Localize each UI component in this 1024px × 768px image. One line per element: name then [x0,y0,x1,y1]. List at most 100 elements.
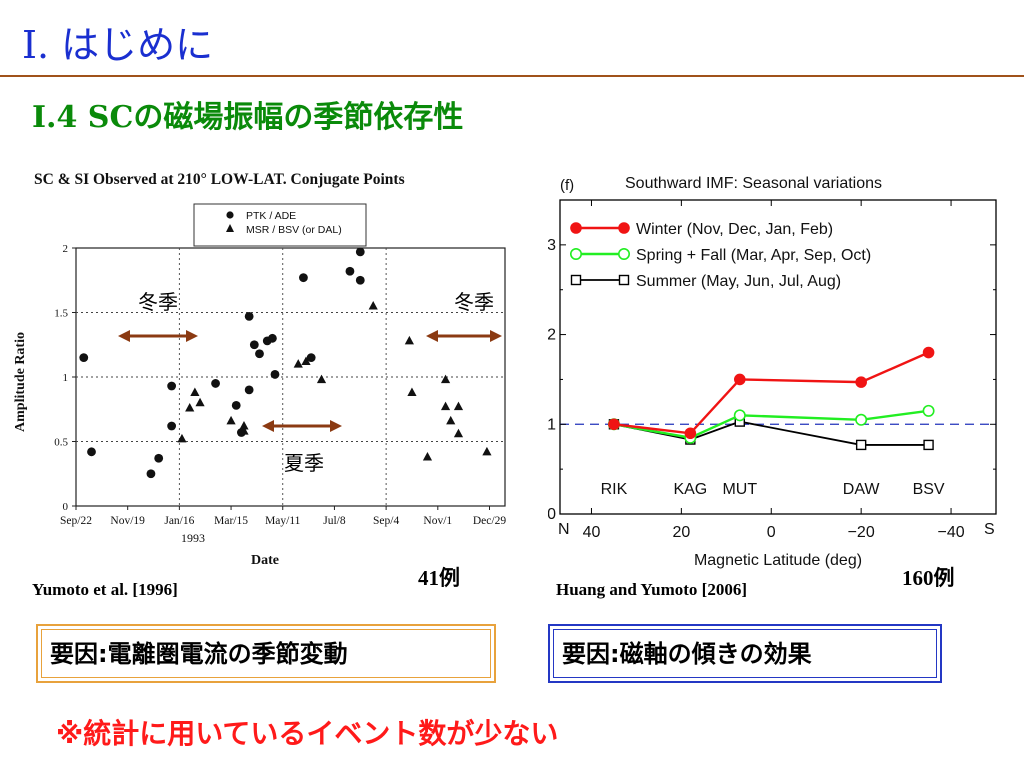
left-chart-point-triangle [446,415,456,425]
right-chart-point-open-square [855,439,867,451]
right-chart-x-tick-label: −20 [848,524,875,541]
left-chart-point-circle [270,370,280,379]
left-legend-label: PTK / ADE [246,210,296,222]
left-chart-x-tick-label: Dec/29 [473,515,506,527]
left-chart-x-tick-label: Sep/22 [60,515,92,527]
left-chart-point-triangle [301,356,311,366]
left-cause-box: 要因:電離圏電流の季節変動 [36,624,496,683]
left-chart-point-triangle [195,397,205,407]
left-chart-point-circle [299,273,308,283]
slide-title: I. はじめに [22,23,214,67]
left-chart-point-triangle [177,433,187,443]
left-scatter-chart: SC & SI Observed at 210° LOW-LAT. Conjug… [13,171,506,568]
left-chart-point-circle [211,379,220,388]
right-chart-station-label: KAG [673,481,707,498]
right-line-chart: (f) Southward IMF: Seasonal variations 0… [548,175,997,569]
right-chart-point-filled-circle [618,222,630,234]
left-chart-x-axis-label: Date [251,553,279,568]
left-chart-point-triangle [440,401,451,411]
right-chart-point-open-circle [733,409,746,422]
left-chart-point-circle [355,247,365,257]
left-chart-point-triangle [453,428,464,438]
left-event-count: 41例 [418,566,460,590]
right-chart-x-tick-label: 40 [583,524,601,541]
right-chart-frame [559,199,997,515]
sample-size-note: ※統計に用いているイベント数が少ない [56,717,559,750]
slide-subtitle: I.4 SCの磁場振幅の季節依存性 [32,100,464,135]
right-chart-point-filled-circle [922,346,935,359]
left-chart-title: SC & SI Observed at 210° LOW-LAT. Conjug… [34,171,405,188]
right-chart-x-axis-label: Magnetic Latitude (deg) [694,552,862,569]
winter-arrow-left [118,330,198,342]
left-chart-year-label: 1993 [181,531,205,545]
left-chart-point-circle [345,266,355,276]
right-chart-station-label: MUT [722,481,757,498]
right-chart-x-tick-label: 0 [767,524,776,541]
right-chart-title: Southward IMF: Seasonal variations [625,175,882,192]
right-chart-station-label: DAW [843,481,881,498]
right-chart-y-tick-label: 3 [548,237,556,254]
left-chart-point-triangle [190,387,200,396]
right-chart-point-open-square [923,439,934,451]
left-chart-y-axis-label: Amplitude Ratio [13,332,28,432]
left-chart-point-triangle [368,301,378,310]
left-chart-x-tick-label: Jul/8 [323,515,346,527]
right-chart-y-tick-label: 2 [548,327,556,344]
right-chart-series-line [613,351,930,435]
left-chart-point-triangle [404,335,414,345]
left-chart-point-circle [255,349,264,359]
right-chart-station-label: RIK [601,481,628,498]
left-chart-x-tick-label: Nov/19 [110,515,145,527]
right-chart-panel-label: (f) [560,177,574,194]
left-chart-y-tick-label: 1.5 [54,308,68,320]
right-cause-box: 要因:磁軸の傾きの効果 [548,624,942,683]
left-chart-y-tick-label: 0 [63,501,69,513]
right-legend-label: Winter (Nov, Dec, Jan, Feb) [636,221,833,238]
right-chart-point-open-square [618,274,630,286]
right-chart-point-open-circle [618,248,631,261]
left-chart-point-triangle [316,374,327,384]
right-chart-point-open-square [570,274,582,286]
right-chart-point-filled-circle [570,222,582,234]
left-chart-point-circle [79,353,89,363]
right-chart-x-tick-label: −40 [937,524,964,541]
summer-label: 夏季 [284,452,324,475]
left-chart-legend: PTK / ADE MSR / BSV (or DAL) [193,203,367,247]
left-chart-point-circle [87,447,96,457]
left-chart-x-tick-label: Sep/4 [373,515,399,527]
right-chart-point-filled-circle [684,427,697,440]
right-chart-north-label: N [558,521,570,538]
right-chart-point-filled-circle [608,418,620,431]
right-chart-point-filled-circle [733,373,746,386]
left-chart-point-circle [146,469,156,479]
left-chart-point-circle [231,400,241,410]
left-chart-point-triangle [422,451,433,461]
left-chart-point-triangle [239,421,249,430]
left-chart-x-tick-label: Nov/1 [423,515,452,527]
left-legend-marker-triangle [226,224,234,232]
left-chart-point-circle [249,340,259,350]
left-chart-point-circle [167,421,177,431]
right-chart-point-filled-circle [855,376,867,388]
left-chart-x-tick-label: May/11 [265,515,301,527]
winter-label-left: 冬季 [138,291,178,314]
left-chart-y-tick-label: 0.5 [54,437,68,449]
right-chart-x-tick-label: 20 [672,524,690,541]
left-chart-y-tick-label: 1 [63,372,69,384]
right-chart-point-open-circle [855,413,868,426]
right-legend-label: Spring + Fall (Mar, Apr, Sep, Oct) [636,247,871,264]
left-chart-x-tick-label: Mar/15 [214,515,248,527]
left-chart-point-circle [306,353,316,363]
left-chart-point-triangle [293,359,303,368]
right-citation: Huang and Yumoto [2006] [556,580,747,599]
left-chart-point-circle [244,311,254,321]
left-chart-y-tick-label: 2 [63,243,69,255]
summer-arrow [262,420,342,432]
left-chart-point-circle [244,385,254,395]
left-chart-point-circle [355,275,365,285]
right-chart-south-label: S [984,521,995,538]
right-chart-point-open-circle [922,404,935,417]
left-chart-point-triangle [440,374,451,384]
right-chart-station-label: BSV [913,481,945,498]
right-chart-y-tick-label: 1 [548,416,556,433]
